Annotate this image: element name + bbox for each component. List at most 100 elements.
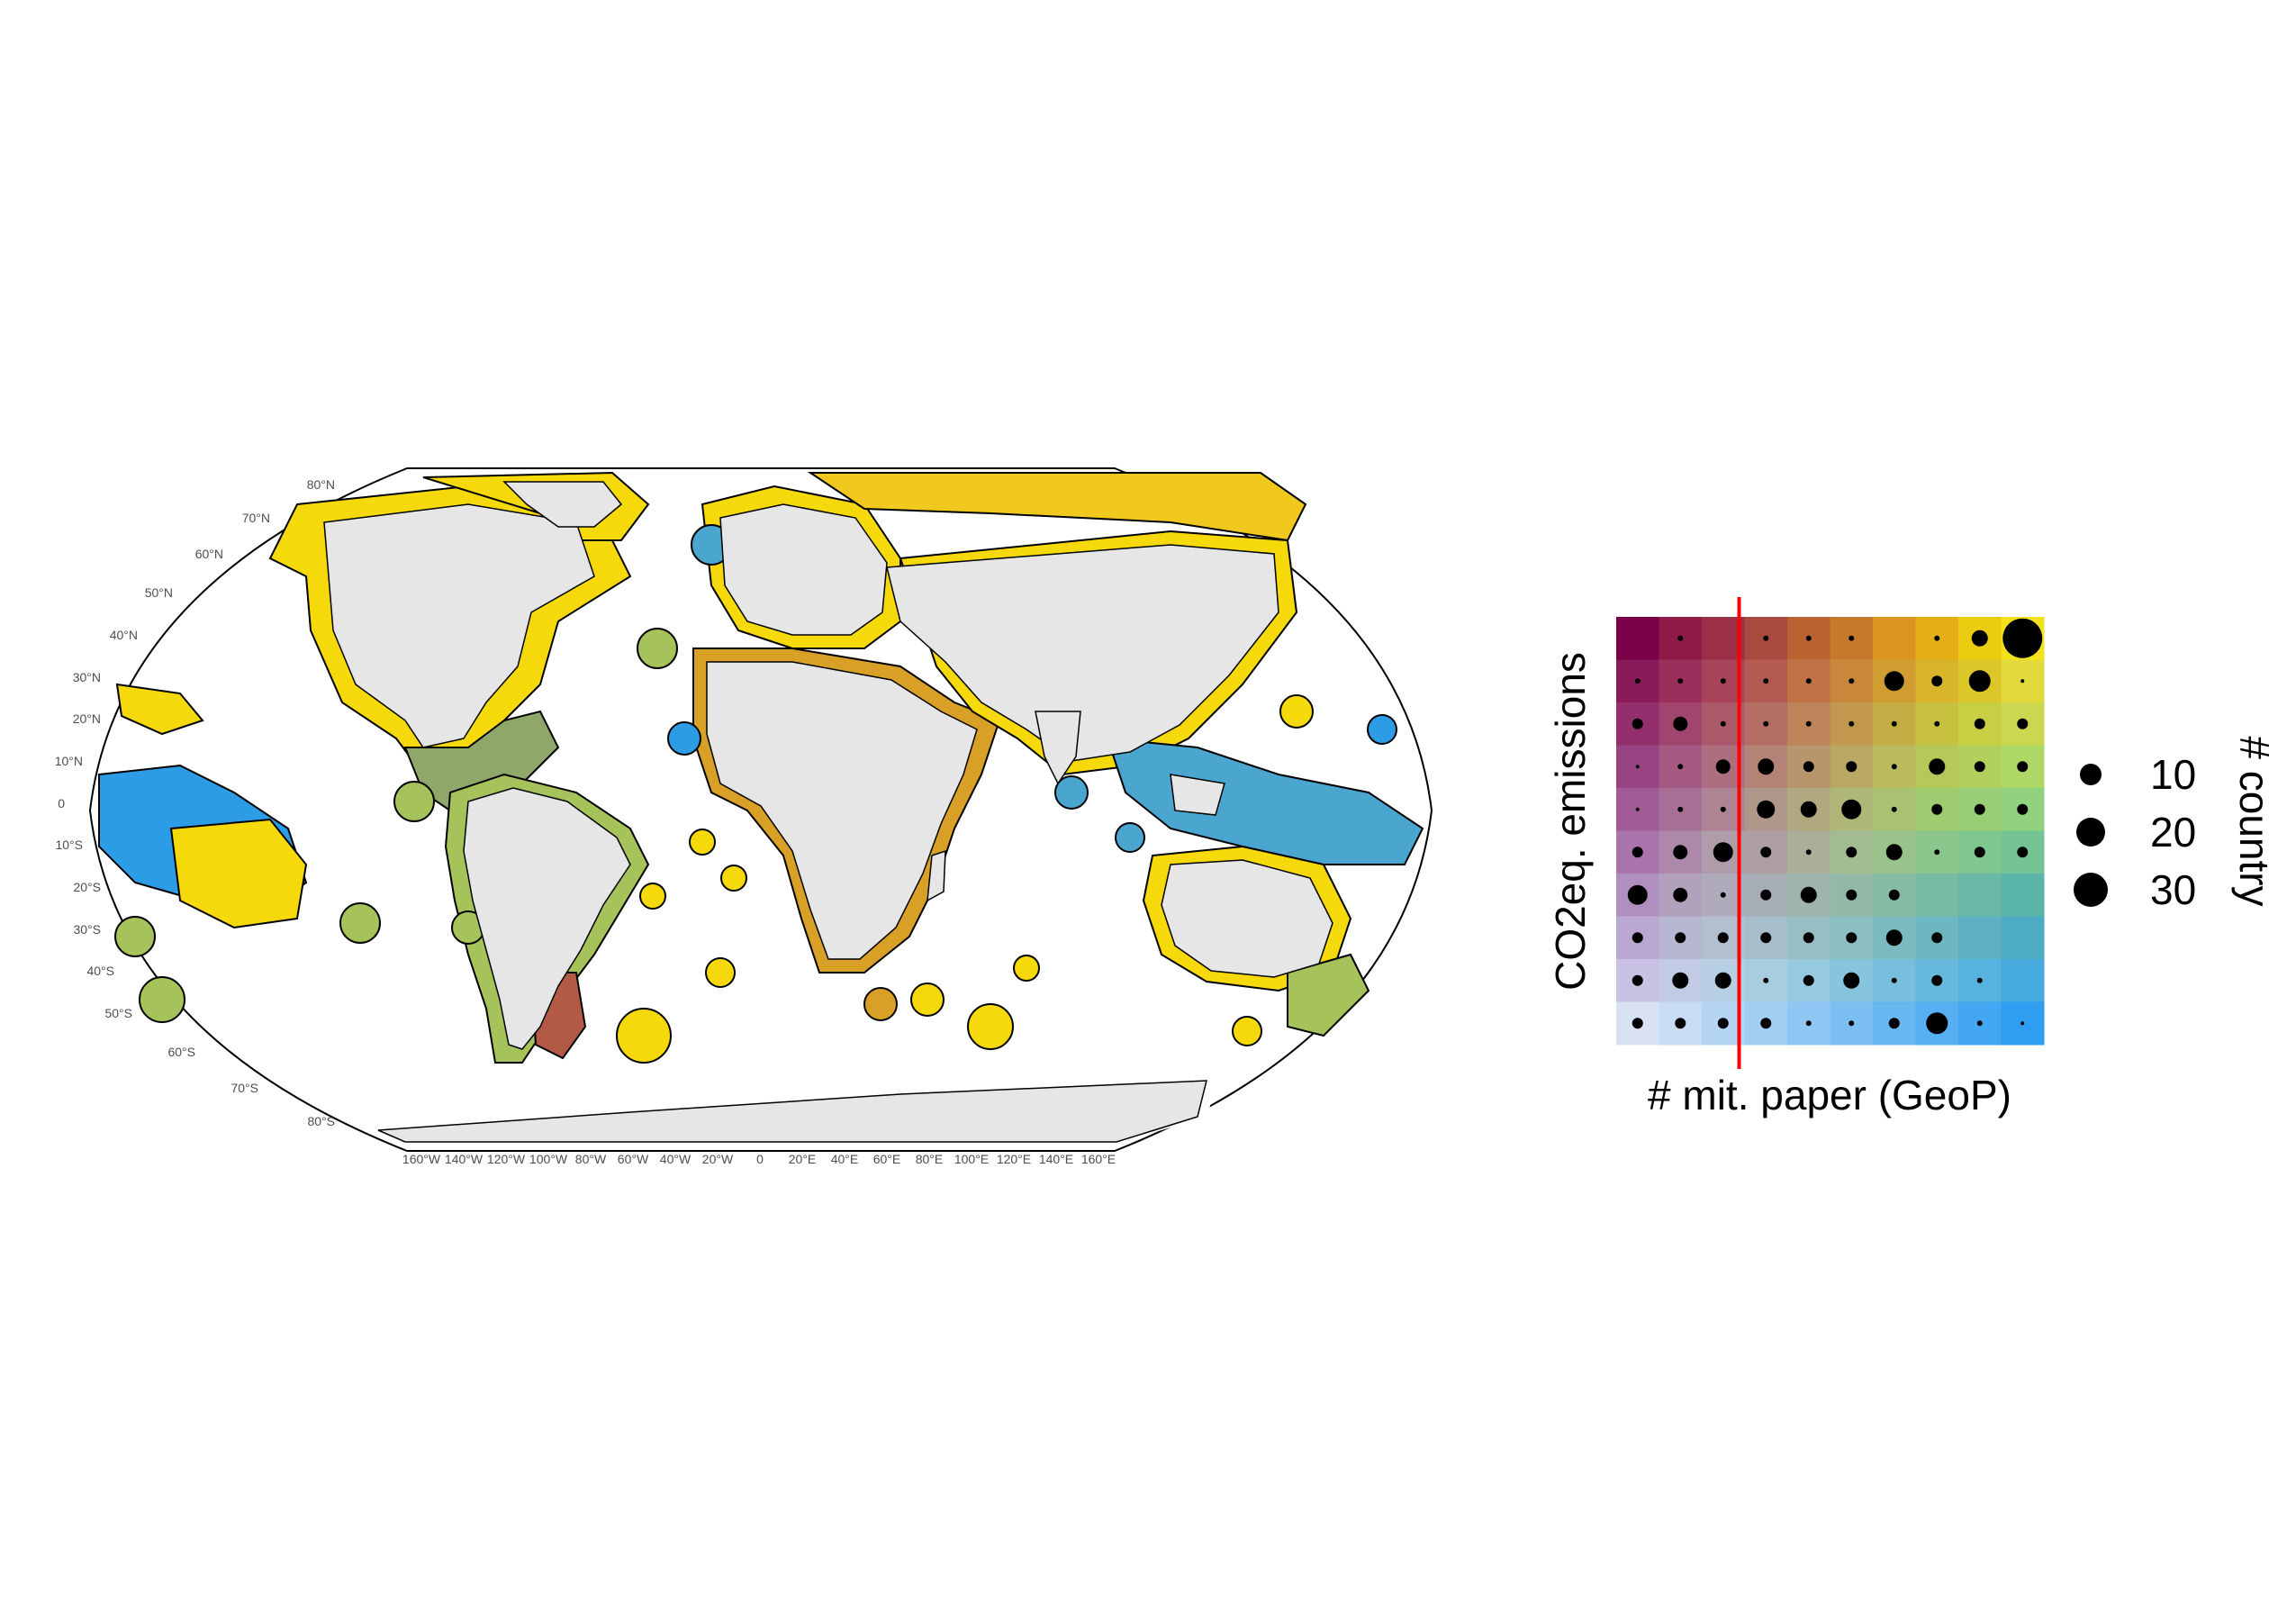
legend-point <box>1805 678 1812 684</box>
land-masses <box>323 481 1333 1143</box>
legend-point <box>1934 720 1940 727</box>
legend-point <box>1931 803 1943 815</box>
legend-point <box>1846 932 1858 944</box>
legend-point <box>1720 806 1726 812</box>
latitude-label: 80°N <box>307 477 335 492</box>
legend-point <box>1717 932 1729 944</box>
legend-point <box>1974 718 1985 729</box>
latitude-label: 70°S <box>231 1081 258 1095</box>
legend-point <box>1720 892 1726 898</box>
latitude-label: 0 <box>58 796 65 810</box>
legend-point <box>1934 849 1940 856</box>
legend-point <box>1800 886 1817 903</box>
island-zone <box>1054 775 1089 810</box>
land-north-america <box>323 503 595 748</box>
land-india <box>1035 711 1081 785</box>
legend-point <box>2017 847 2029 858</box>
legend-xlabel: # mit. paper (GeoP) <box>1648 1072 2011 1118</box>
latitude-label: 50°N <box>145 585 173 600</box>
legend-point <box>1763 678 1769 684</box>
legend-point <box>1846 889 1858 901</box>
legend-point <box>1673 845 1688 860</box>
longitude-label: 20°E <box>789 1152 817 1166</box>
size-legend-title: # country <box>2231 736 2278 906</box>
legend-point <box>1849 678 1855 684</box>
coast-zone-new-zealand <box>1287 953 1370 1037</box>
legend-point <box>1974 803 1985 815</box>
legend-point <box>1760 932 1772 944</box>
longitude-label: 20°W <box>702 1152 734 1166</box>
legend-point <box>1805 1020 1812 1027</box>
island-zone <box>1115 822 1145 853</box>
island-zone <box>910 983 945 1017</box>
legend-point <box>1763 977 1769 983</box>
island-zone <box>1232 1016 1262 1046</box>
legend-point <box>1891 720 1897 727</box>
legend-point <box>1715 759 1731 774</box>
longitude-label: 160°W <box>402 1152 441 1166</box>
legend-point <box>1634 678 1641 684</box>
legend-point <box>1760 1018 1772 1029</box>
island-zone <box>689 829 716 856</box>
legend-point <box>2020 679 2025 684</box>
longitude-label: 40°W <box>660 1152 692 1166</box>
legend-point <box>1672 972 1689 989</box>
legend-point <box>1805 720 1812 727</box>
legend-point <box>1714 972 1731 989</box>
legend-point <box>1841 799 1862 820</box>
legend-point <box>1803 932 1814 944</box>
island-zone <box>393 781 435 822</box>
legend-point <box>1891 764 1897 770</box>
legend-point <box>1884 671 1904 692</box>
legend-point <box>1976 1020 1983 1027</box>
coast-zone-hawaii <box>115 683 204 736</box>
legend-point <box>1763 720 1769 727</box>
latitude-labels: 80°N 70°N 60°N 50°N 40°N 30°N 20°N 10°N 0 10°S 20°… <box>55 477 335 1128</box>
legend-cell <box>1958 874 2002 917</box>
legend-point <box>1843 972 1860 989</box>
latitude-label: 60°N <box>195 547 223 561</box>
legend-point <box>1675 1018 1686 1029</box>
legend-point <box>1926 1012 1948 1035</box>
legend-cell <box>2001 916 2045 960</box>
coast-zone-central-america <box>403 710 560 812</box>
legend-size-points <box>1627 618 2043 1035</box>
legend-point <box>1968 670 1991 693</box>
island-zone <box>637 628 678 669</box>
legend-point <box>1974 761 1985 773</box>
legend-point <box>1635 807 1640 811</box>
size-legend-dot <box>2074 873 2108 907</box>
legend-point <box>1717 1018 1729 1029</box>
legend-point <box>1758 758 1775 775</box>
latitude-label: 60°S <box>167 1045 195 1059</box>
longitude-label: 80°W <box>575 1152 607 1166</box>
legend-point <box>1934 635 1940 641</box>
legend-point <box>1677 806 1684 812</box>
legend-point <box>1757 800 1776 819</box>
legend-point <box>1632 974 1643 986</box>
longitude-label: 140°E <box>1039 1152 1073 1166</box>
island-zone <box>967 1003 1014 1050</box>
legend-point <box>1971 629 1988 647</box>
latitude-label: 30°S <box>73 922 101 937</box>
latitude-label: 20°S <box>73 880 101 894</box>
latitude-label: 10°S <box>55 838 83 852</box>
latitude-label: 50°S <box>104 1006 132 1020</box>
legend-point <box>2020 1021 2025 1026</box>
land-europe <box>719 503 888 636</box>
legend-cell <box>2001 874 2045 917</box>
longitude-label: 140°W <box>445 1152 484 1166</box>
longitude-label: 60°E <box>873 1152 901 1166</box>
island-zone <box>720 865 747 892</box>
latitude-label: 20°N <box>73 711 101 726</box>
legend-point <box>1974 847 1985 858</box>
legend-point <box>1805 635 1812 641</box>
legend-point <box>1635 765 1640 769</box>
island-zone <box>863 987 898 1021</box>
legend-point <box>1632 1018 1643 1029</box>
longitude-label: 160°E <box>1081 1152 1116 1166</box>
bivariate-legend: # mit. paper (GeoP) CO2eq. emissions 10 2… <box>1547 597 2278 1118</box>
island-zone <box>139 976 185 1023</box>
legend-point <box>1627 884 1648 905</box>
